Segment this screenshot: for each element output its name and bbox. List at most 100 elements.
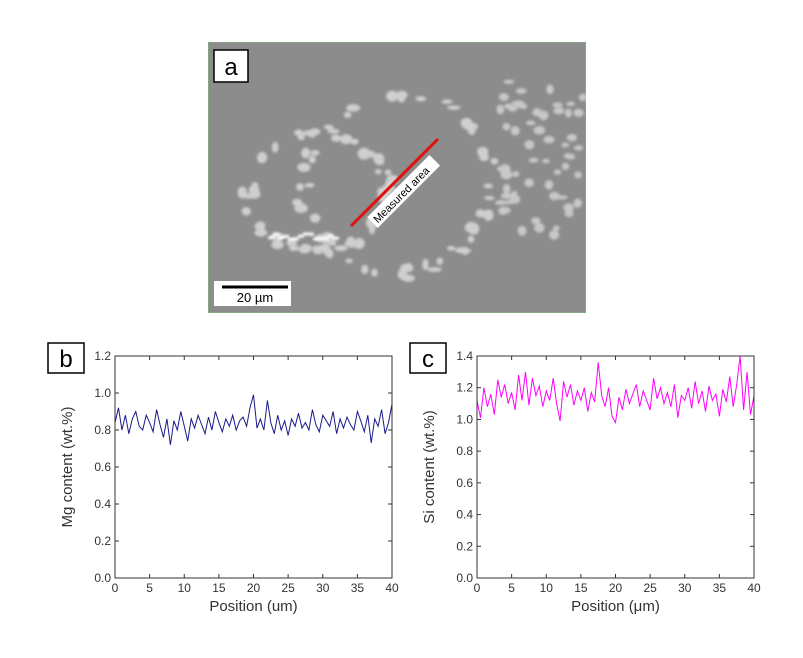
- particle-bright: [323, 236, 329, 240]
- particle: [528, 157, 539, 163]
- particle: [427, 267, 442, 273]
- y-tick-label: 0.0: [94, 571, 111, 585]
- particle: [500, 192, 513, 200]
- particle: [310, 149, 320, 156]
- particle: [508, 105, 518, 112]
- x-tick-label: 25: [643, 581, 657, 595]
- y-tick-label: 0.2: [94, 534, 111, 548]
- panel-a-label-box: a: [213, 49, 249, 83]
- particle: [544, 180, 554, 190]
- particle: [490, 158, 499, 165]
- particle: [251, 182, 259, 192]
- particle: [345, 258, 353, 264]
- particle: [288, 245, 300, 252]
- particle: [549, 230, 560, 240]
- y-tick-label: 0.4: [456, 508, 473, 522]
- particle: [524, 140, 535, 150]
- particle-bright: [298, 234, 304, 238]
- particle: [386, 90, 399, 102]
- particle: [446, 245, 456, 251]
- particle: [553, 107, 565, 115]
- particle: [255, 221, 266, 230]
- x-tick-label: 35: [713, 581, 727, 595]
- series-line-mg: [114, 394, 393, 445]
- y-tick-label: 0.8: [94, 423, 111, 437]
- particle-bright: [273, 232, 279, 236]
- y-axis-label: Si content (wt.%): [421, 410, 438, 523]
- particle: [475, 209, 486, 218]
- y-axis-label: Mg content (wt.%): [59, 407, 76, 528]
- particle: [503, 207, 511, 214]
- particle: [271, 141, 279, 153]
- y-tick-label: 1.2: [456, 381, 473, 395]
- particle: [257, 155, 265, 163]
- x-tick-label: 40: [385, 581, 399, 595]
- particle: [327, 128, 340, 134]
- particle: [504, 200, 515, 205]
- particle: [565, 108, 572, 118]
- particle: [346, 104, 361, 112]
- particle: [248, 189, 261, 199]
- particle: [395, 90, 408, 100]
- particle-bright: [283, 234, 289, 238]
- particle: [510, 125, 520, 136]
- particle: [561, 162, 570, 170]
- particle: [573, 198, 582, 208]
- particle: [325, 248, 334, 259]
- x-tick-label: 0: [112, 581, 119, 595]
- y-tick-label: 0.0: [456, 571, 473, 585]
- particle: [323, 124, 334, 130]
- particle: [441, 99, 453, 104]
- particle: [455, 247, 469, 254]
- particle: [254, 229, 268, 237]
- particle: [546, 84, 554, 95]
- particle: [301, 147, 311, 159]
- particle: [524, 178, 534, 188]
- particle: [353, 237, 365, 249]
- x-axis-label: Position (um): [209, 598, 297, 615]
- particle: [297, 162, 311, 173]
- particle: [334, 245, 348, 252]
- plot-frame: [114, 355, 393, 579]
- y-tick-label: 1.4: [456, 349, 473, 363]
- particle: [553, 225, 560, 231]
- y-tick-label: 0.4: [94, 497, 111, 511]
- plot-frame: [476, 355, 755, 579]
- panel-label: c: [422, 346, 434, 373]
- particle-bright: [288, 237, 294, 241]
- particle: [542, 158, 550, 164]
- particle: [543, 135, 555, 144]
- particle: [553, 169, 562, 175]
- particle: [361, 264, 369, 275]
- particle: [515, 100, 525, 109]
- particle: [525, 120, 536, 126]
- particle: [538, 110, 549, 121]
- particle-bright: [268, 236, 274, 240]
- x-tick-label: 25: [281, 581, 295, 595]
- particle: [566, 101, 575, 107]
- y-tick-label: 0.6: [456, 476, 473, 490]
- particle-bright: [293, 237, 299, 241]
- particle-bright: [303, 232, 309, 236]
- panel-a-label: a: [224, 54, 238, 81]
- particle: [309, 213, 321, 223]
- x-tick-label: 5: [508, 581, 515, 595]
- particle: [331, 134, 341, 142]
- particle: [436, 257, 444, 265]
- particle: [328, 239, 337, 246]
- particle: [578, 93, 586, 102]
- particle-bright: [318, 237, 324, 241]
- particle: [343, 111, 352, 119]
- particle-bright: [278, 236, 284, 240]
- panel-label-box: [409, 342, 447, 374]
- particle: [531, 217, 541, 225]
- particle: [566, 134, 578, 142]
- scale-bar-label: 20 µm: [237, 290, 273, 305]
- particle: [552, 102, 563, 108]
- particle: [271, 240, 284, 250]
- particle: [298, 246, 311, 254]
- particle: [371, 268, 378, 277]
- particle-bright: [313, 237, 319, 241]
- particle: [565, 154, 576, 160]
- particle: [574, 145, 584, 151]
